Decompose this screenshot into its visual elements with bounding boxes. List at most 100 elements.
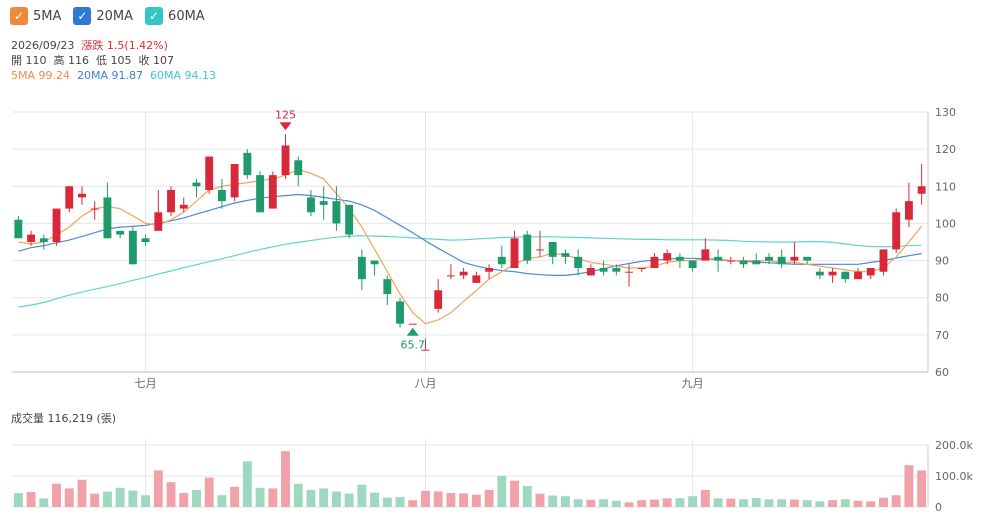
- volume-bar: [917, 470, 927, 507]
- info-ma60: 60MA 94.13: [150, 69, 217, 82]
- ma20-line: [18, 193, 922, 276]
- volume-title: 成交量 116,219 (張): [11, 412, 117, 425]
- candle-body: [128, 230, 137, 265]
- candle-body: [319, 201, 328, 205]
- info-ma-row: 5MA 99.24 20MA 91.87 60MA 94.13: [11, 69, 216, 83]
- volume-bar: [153, 470, 163, 507]
- volume-bar: [179, 493, 189, 507]
- legend-20ma-label: 20MA: [96, 8, 134, 24]
- volume-bar: [879, 497, 888, 507]
- low-marker-icon: [406, 327, 419, 336]
- candle-body: [396, 301, 404, 324]
- candle-body: [268, 175, 277, 209]
- candle-body: [192, 182, 201, 187]
- candle-body: [307, 197, 315, 213]
- candle-body: [675, 256, 684, 261]
- checkbox-5ma[interactable]: ✓: [10, 7, 28, 25]
- high-marker-label: 125: [275, 108, 296, 121]
- volume-bar: [281, 451, 290, 507]
- info-date: 2026/09/23: [11, 39, 75, 52]
- checkbox-60ma[interactable]: ✓: [145, 7, 164, 25]
- candle-body: [141, 238, 150, 242]
- volume-bar: [446, 493, 456, 507]
- volume-bar: [611, 500, 621, 507]
- volume-bar: [344, 493, 354, 507]
- candle-body: [446, 275, 455, 277]
- candle-body: [777, 256, 786, 265]
- checkbox-20ma[interactable]: ✓: [73, 7, 92, 25]
- volume-bar: [319, 488, 329, 507]
- volume-bar: [64, 488, 74, 507]
- candle-body: [497, 256, 506, 265]
- candle-body: [65, 186, 74, 209]
- candle-body: [205, 156, 214, 190]
- volume-bar: [26, 492, 36, 507]
- volume-bar: [700, 489, 710, 507]
- volume-bar: [891, 495, 901, 507]
- volume-bar: [777, 499, 787, 507]
- info-change-label: 漲跌: [81, 39, 104, 52]
- volume-bar: [650, 499, 659, 507]
- volume-bar: [751, 498, 761, 507]
- candle-body: [39, 238, 48, 242]
- candle-body: [854, 271, 862, 280]
- candle-body: [841, 271, 850, 280]
- candle-body: [27, 234, 36, 242]
- volume-bar: [840, 499, 850, 507]
- volume-bar: [522, 485, 532, 507]
- candle-body: [485, 268, 494, 272]
- candle-body: [256, 175, 265, 213]
- volume-bar: [230, 486, 240, 507]
- volume-bar: [853, 500, 863, 507]
- candle-body: [52, 208, 61, 242]
- price-tick-label: 130: [935, 106, 956, 119]
- ma60-line: [18, 235, 922, 308]
- candle-body: [217, 190, 226, 202]
- candle-body: [625, 271, 633, 273]
- volume-bar: [77, 479, 87, 507]
- candle-body: [167, 190, 175, 213]
- candle-body: [14, 219, 23, 239]
- candle-body: [714, 256, 723, 261]
- info-date-row: 2026/09/23 漲跌 1.5(1.42%): [11, 39, 168, 53]
- candle-body: [116, 230, 125, 235]
- candle-body: [510, 238, 519, 268]
- volume-tick-label: 0: [935, 501, 942, 514]
- candle-body: [179, 204, 188, 209]
- high-marker-icon: [279, 122, 292, 131]
- volume-bar: [586, 499, 596, 507]
- volume-bar: [13, 493, 23, 507]
- candle-body: [345, 204, 354, 235]
- candle-body: [230, 164, 239, 198]
- info-open: 110: [25, 54, 47, 67]
- volume-bar: [560, 496, 570, 507]
- volume-bar: [102, 491, 112, 507]
- volume-bar: [637, 500, 647, 507]
- info-ohlc-row: 開 110 高 116 低 105 收 107: [11, 54, 174, 68]
- volume-bar: [497, 476, 507, 507]
- info-close-label: 收: [138, 54, 150, 67]
- volume-bar: [866, 501, 876, 507]
- volume-bar: [471, 494, 481, 507]
- candle-body: [790, 256, 799, 261]
- legend-5ma[interactable]: ✓ 5MA: [10, 7, 61, 25]
- legend-60ma[interactable]: ✓ 60MA: [145, 7, 205, 25]
- volume-bar: [510, 480, 519, 507]
- candle-body: [637, 268, 646, 269]
- volume-bar: [268, 488, 278, 507]
- candle-body: [688, 260, 697, 268]
- legend-20ma[interactable]: ✓ 20MA: [73, 7, 133, 25]
- volume-bar: [39, 498, 49, 507]
- info-low: 105: [110, 54, 132, 67]
- volume-bar: [242, 461, 252, 507]
- month-label: 九月: [682, 377, 704, 390]
- volume-bar: [688, 496, 698, 507]
- volume-bar: [535, 493, 545, 507]
- volume-bar: [331, 491, 341, 507]
- volume-bar: [382, 497, 392, 507]
- volume-bar: [306, 489, 316, 507]
- candle-body: [459, 271, 468, 276]
- volume-bar: [370, 492, 380, 507]
- volume-bar: [166, 482, 176, 507]
